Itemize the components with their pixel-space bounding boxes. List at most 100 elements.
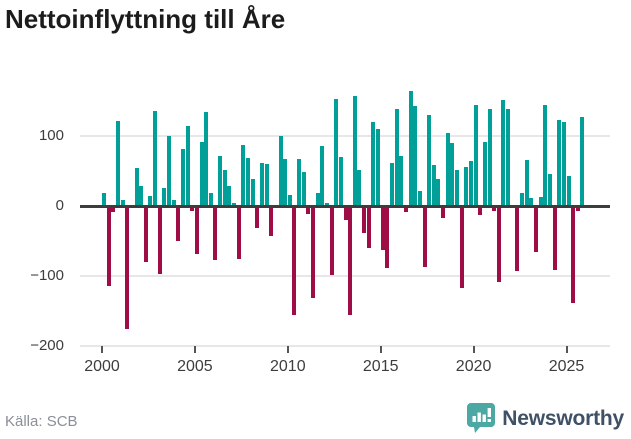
- bar: [506, 109, 511, 206]
- bar: [566, 175, 571, 206]
- bar: [162, 187, 167, 206]
- bar: [111, 206, 116, 212]
- bar: [334, 98, 339, 206]
- bar: [357, 170, 362, 206]
- bar: [106, 206, 111, 286]
- bar: [218, 156, 223, 206]
- x-axis-tick: [193, 346, 196, 353]
- bar: [468, 161, 473, 206]
- bar: [338, 157, 343, 206]
- bar: [102, 192, 106, 206]
- chart-title: Nettoinflyttning till Åre: [5, 4, 286, 34]
- bar: [538, 196, 543, 206]
- bar: [227, 186, 232, 206]
- x-axis-tick-label: 2025: [548, 358, 585, 375]
- bar: [208, 192, 213, 206]
- x-axis-tick: [101, 346, 103, 353]
- x-axis-tick-label: 2000: [84, 358, 120, 375]
- bar: [417, 191, 422, 206]
- bar: [329, 206, 334, 276]
- bar: [496, 206, 501, 282]
- bar: [222, 169, 227, 206]
- x-axis-tick-label: 2020: [455, 358, 492, 375]
- bar: [487, 108, 492, 206]
- bar: [320, 145, 325, 206]
- bar: [413, 105, 418, 206]
- bar: [380, 206, 385, 251]
- x-axis-tick-label: 2010: [270, 358, 306, 375]
- bar: [464, 166, 469, 206]
- bar: [176, 206, 181, 241]
- zero-line: [80, 204, 610, 208]
- bar: [311, 206, 316, 299]
- bar: [371, 122, 376, 206]
- y-axis-tick-label: 0: [55, 197, 64, 214]
- bar: [352, 96, 357, 206]
- bar: [431, 165, 436, 206]
- bar: [143, 206, 148, 262]
- bar: [194, 206, 199, 254]
- bar: [139, 186, 144, 206]
- bar: [199, 141, 204, 206]
- gridline-y-100: [80, 275, 610, 277]
- bar: [459, 206, 464, 288]
- bar: [580, 117, 585, 206]
- bar: [478, 206, 483, 216]
- x-axis-tick: [565, 346, 568, 353]
- bar: [343, 206, 348, 220]
- bar: [115, 121, 120, 206]
- bar: [492, 206, 497, 211]
- x-axis-tick-label: 2015: [362, 358, 399, 375]
- gridline-y-200: [80, 345, 610, 347]
- bar: [232, 202, 237, 206]
- bar: [473, 104, 478, 206]
- bar: [482, 141, 487, 206]
- x-axis-tick-label: 2005: [177, 358, 213, 375]
- bar: [515, 206, 520, 272]
- bar: [394, 109, 399, 206]
- bar: [213, 206, 218, 260]
- bar: [306, 206, 311, 215]
- bar: [125, 206, 130, 329]
- bar: [134, 167, 139, 206]
- bar: [153, 110, 158, 206]
- x-axis-tick: [379, 346, 382, 353]
- bar: [255, 206, 260, 229]
- bar: [259, 162, 264, 206]
- bar: [533, 206, 538, 252]
- bar: [362, 206, 367, 234]
- bar: [241, 145, 246, 206]
- bar: [543, 105, 548, 206]
- x-axis-tick: [286, 346, 289, 353]
- y-axis-tick-label: −100: [30, 267, 64, 284]
- bar: [264, 164, 269, 206]
- bar: [455, 169, 460, 206]
- bar: [524, 159, 529, 206]
- bar: [445, 132, 450, 206]
- bar: [292, 206, 297, 316]
- bar: [278, 136, 283, 206]
- bar: [441, 206, 446, 218]
- bar: [167, 136, 172, 206]
- source-caption: Källa: SCB: [5, 413, 78, 430]
- bar: [297, 159, 302, 206]
- bar: [120, 199, 125, 206]
- bar: [385, 206, 390, 268]
- bar: [204, 112, 209, 206]
- bar: [148, 196, 153, 206]
- bar: [520, 193, 525, 206]
- bar: [157, 206, 162, 274]
- y-axis-tick-label: 100: [38, 127, 64, 144]
- bar: [501, 100, 506, 206]
- bar: [575, 206, 580, 211]
- bar: [315, 192, 320, 206]
- bar: [399, 156, 404, 206]
- bar: [250, 179, 255, 206]
- x-axis-tick: [472, 346, 475, 353]
- bar: [450, 143, 455, 206]
- bar: [180, 148, 185, 206]
- bar: [427, 115, 432, 206]
- bar: [436, 179, 441, 206]
